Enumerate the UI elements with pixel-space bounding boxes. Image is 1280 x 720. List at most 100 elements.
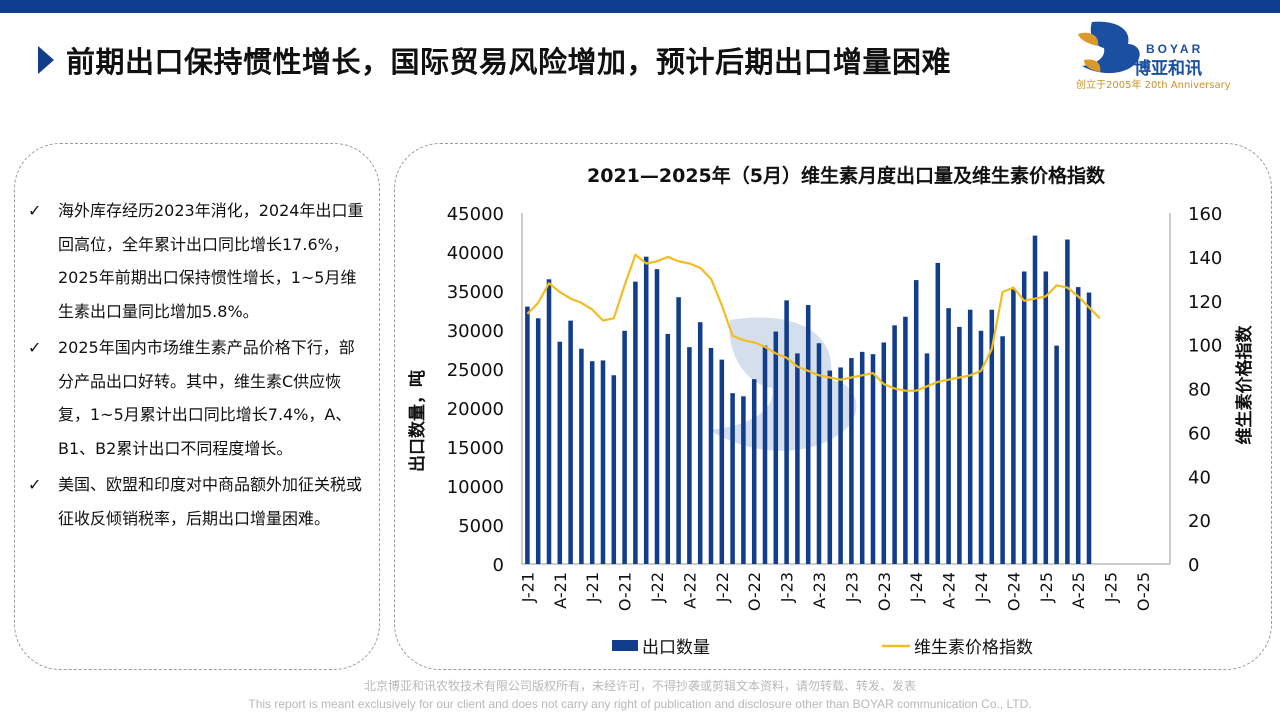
- chart-title: 2021—2025年（5月）维生素月度出口量及维生素价格指数: [587, 164, 1106, 187]
- legend-bar-label: 出口数量: [642, 638, 710, 658]
- y2-axis-label: 维生素价格指数: [1234, 325, 1255, 445]
- y-tick-label: 10000: [447, 477, 504, 498]
- y-tick-label: 35000: [447, 282, 504, 303]
- x-tick-label: O-24: [1004, 572, 1023, 611]
- chart-axes: [521, 213, 1171, 565]
- bar: [546, 279, 552, 564]
- price-index-line: [526, 253, 1101, 392]
- x-tick-label: O-25: [1134, 572, 1153, 611]
- x-tick-label: J-25: [1102, 572, 1121, 603]
- bar: [859, 351, 865, 564]
- bar-series: [525, 235, 1092, 564]
- bar: [935, 262, 941, 564]
- bar: [697, 322, 703, 564]
- bar: [1075, 287, 1081, 564]
- y-tick-label: 5000: [458, 516, 504, 537]
- bar: [741, 396, 746, 564]
- bar: [687, 347, 692, 564]
- bar: [654, 269, 660, 564]
- y-tick-label: 30000: [447, 321, 504, 342]
- x-tick-label: J-23: [778, 572, 797, 603]
- bar: [892, 325, 897, 564]
- x-tick-label: J-24: [907, 572, 926, 603]
- bar: [805, 305, 811, 564]
- logo-brand-cn: 博亚和讯: [1134, 59, 1202, 79]
- y-tick-label: 15000: [447, 438, 504, 459]
- bar: [730, 393, 735, 564]
- export-chart: 2021—2025年（5月）维生素月度出口量及维生素价格指数 050001000…: [407, 164, 1255, 658]
- bar: [535, 318, 541, 564]
- bar: [773, 331, 779, 564]
- bar: [1043, 271, 1049, 564]
- bar: [989, 309, 995, 564]
- bar: [719, 359, 725, 564]
- bar: [978, 330, 984, 564]
- y2-tick-label: 40: [1188, 467, 1211, 488]
- bar: [881, 342, 887, 564]
- y2-tick-label: 140: [1188, 248, 1222, 269]
- bar: [838, 367, 843, 564]
- y-tick-label: 25000: [447, 360, 504, 381]
- bar: [870, 354, 876, 564]
- bar: [795, 353, 800, 564]
- y2-tick-label: 80: [1188, 380, 1211, 401]
- logo-tagline: 创立于2005年 20th Anniversary: [1076, 80, 1231, 91]
- y-tick-label: 40000: [447, 243, 504, 264]
- tick-labels: 0 5000 10000 15000 20000 25000 30000 35000 40000…: [447, 204, 1223, 611]
- text-panel: [14, 143, 380, 670]
- y-tick-label: 20000: [447, 399, 504, 420]
- checkmark-icon: ✓: [28, 201, 42, 220]
- bar: [676, 297, 681, 564]
- bar: [946, 308, 951, 564]
- y2-tick-label: 60: [1188, 423, 1211, 444]
- bar: [633, 281, 638, 564]
- bullet-text: 美国、欧盟和印度对中商品额外加征关税或征收反倾销税率，后期出口增量困难。: [58, 475, 363, 528]
- y2-tick-label: 160: [1188, 204, 1222, 225]
- bar: [643, 256, 649, 564]
- y2-tick-label: 120: [1188, 292, 1222, 313]
- bar: [1086, 292, 1092, 564]
- bar: [924, 353, 930, 564]
- bullet-text: 2025年国内市场维生素产品价格下行，部分产品出口好转。其中，维生素C供应恢复，…: [58, 338, 355, 458]
- bar: [762, 345, 768, 564]
- bar: [622, 330, 627, 564]
- bar: [1000, 336, 1005, 564]
- bar: [557, 341, 563, 564]
- title-row: 前期出口保持惯性增长，国际贸易风险增加，预计后期出口增量困难: [38, 38, 951, 82]
- page-title: 前期出口保持惯性增长，国际贸易风险增加，预计后期出口增量困难: [66, 45, 952, 79]
- y2-tick-label: 100: [1188, 336, 1222, 357]
- x-tick-label: O-21: [616, 572, 635, 611]
- bar: [849, 358, 854, 564]
- bar: [913, 280, 919, 564]
- bullet-list: ✓ 海外库存经历2023年消化，2024年出口重回高位，全年累计出口同比增长17…: [28, 194, 368, 538]
- footer-copyright-en: This report is meant exclusively for our…: [248, 697, 1032, 711]
- x-tick-label: J-21: [518, 572, 537, 603]
- x-tick-label: O-22: [745, 572, 764, 611]
- line-series: [526, 253, 1101, 392]
- bar: [525, 306, 530, 564]
- bar: [600, 360, 606, 564]
- bar: [589, 361, 595, 564]
- top-accent-bar: [0, 0, 1280, 13]
- bullet-item: ✓ 海外库存经历2023年消化，2024年出口重回高位，全年累计出口同比增长17…: [28, 194, 368, 328]
- bar: [903, 316, 908, 564]
- bullet-item: ✓ 美国、欧盟和印度对中商品额外加征关税或征收反倾销税率，后期出口增量困难。: [28, 468, 368, 535]
- legend: 出口数量 维生素价格指数: [612, 638, 1033, 658]
- bar: [611, 375, 617, 564]
- x-tick-label: A-22: [680, 572, 699, 609]
- legend-bar-swatch: [612, 640, 638, 651]
- bar: [579, 348, 584, 564]
- legend-line-label: 维生素价格指数: [914, 638, 1033, 658]
- y-axis-label: 出口数量，吨: [407, 370, 428, 472]
- bar: [967, 309, 973, 564]
- y2-tick-label: 20: [1188, 511, 1211, 532]
- x-tick-label: A-25: [1069, 572, 1088, 609]
- chart-panel: [394, 143, 1272, 670]
- x-tick-label: J-22: [713, 572, 732, 603]
- bar: [1032, 235, 1038, 564]
- bar: [1021, 271, 1027, 564]
- bar: [1065, 239, 1070, 564]
- title-arrow-icon: [38, 46, 54, 74]
- x-tick-label: J-25: [1037, 572, 1056, 603]
- boyar-logo-icon: [1078, 21, 1140, 74]
